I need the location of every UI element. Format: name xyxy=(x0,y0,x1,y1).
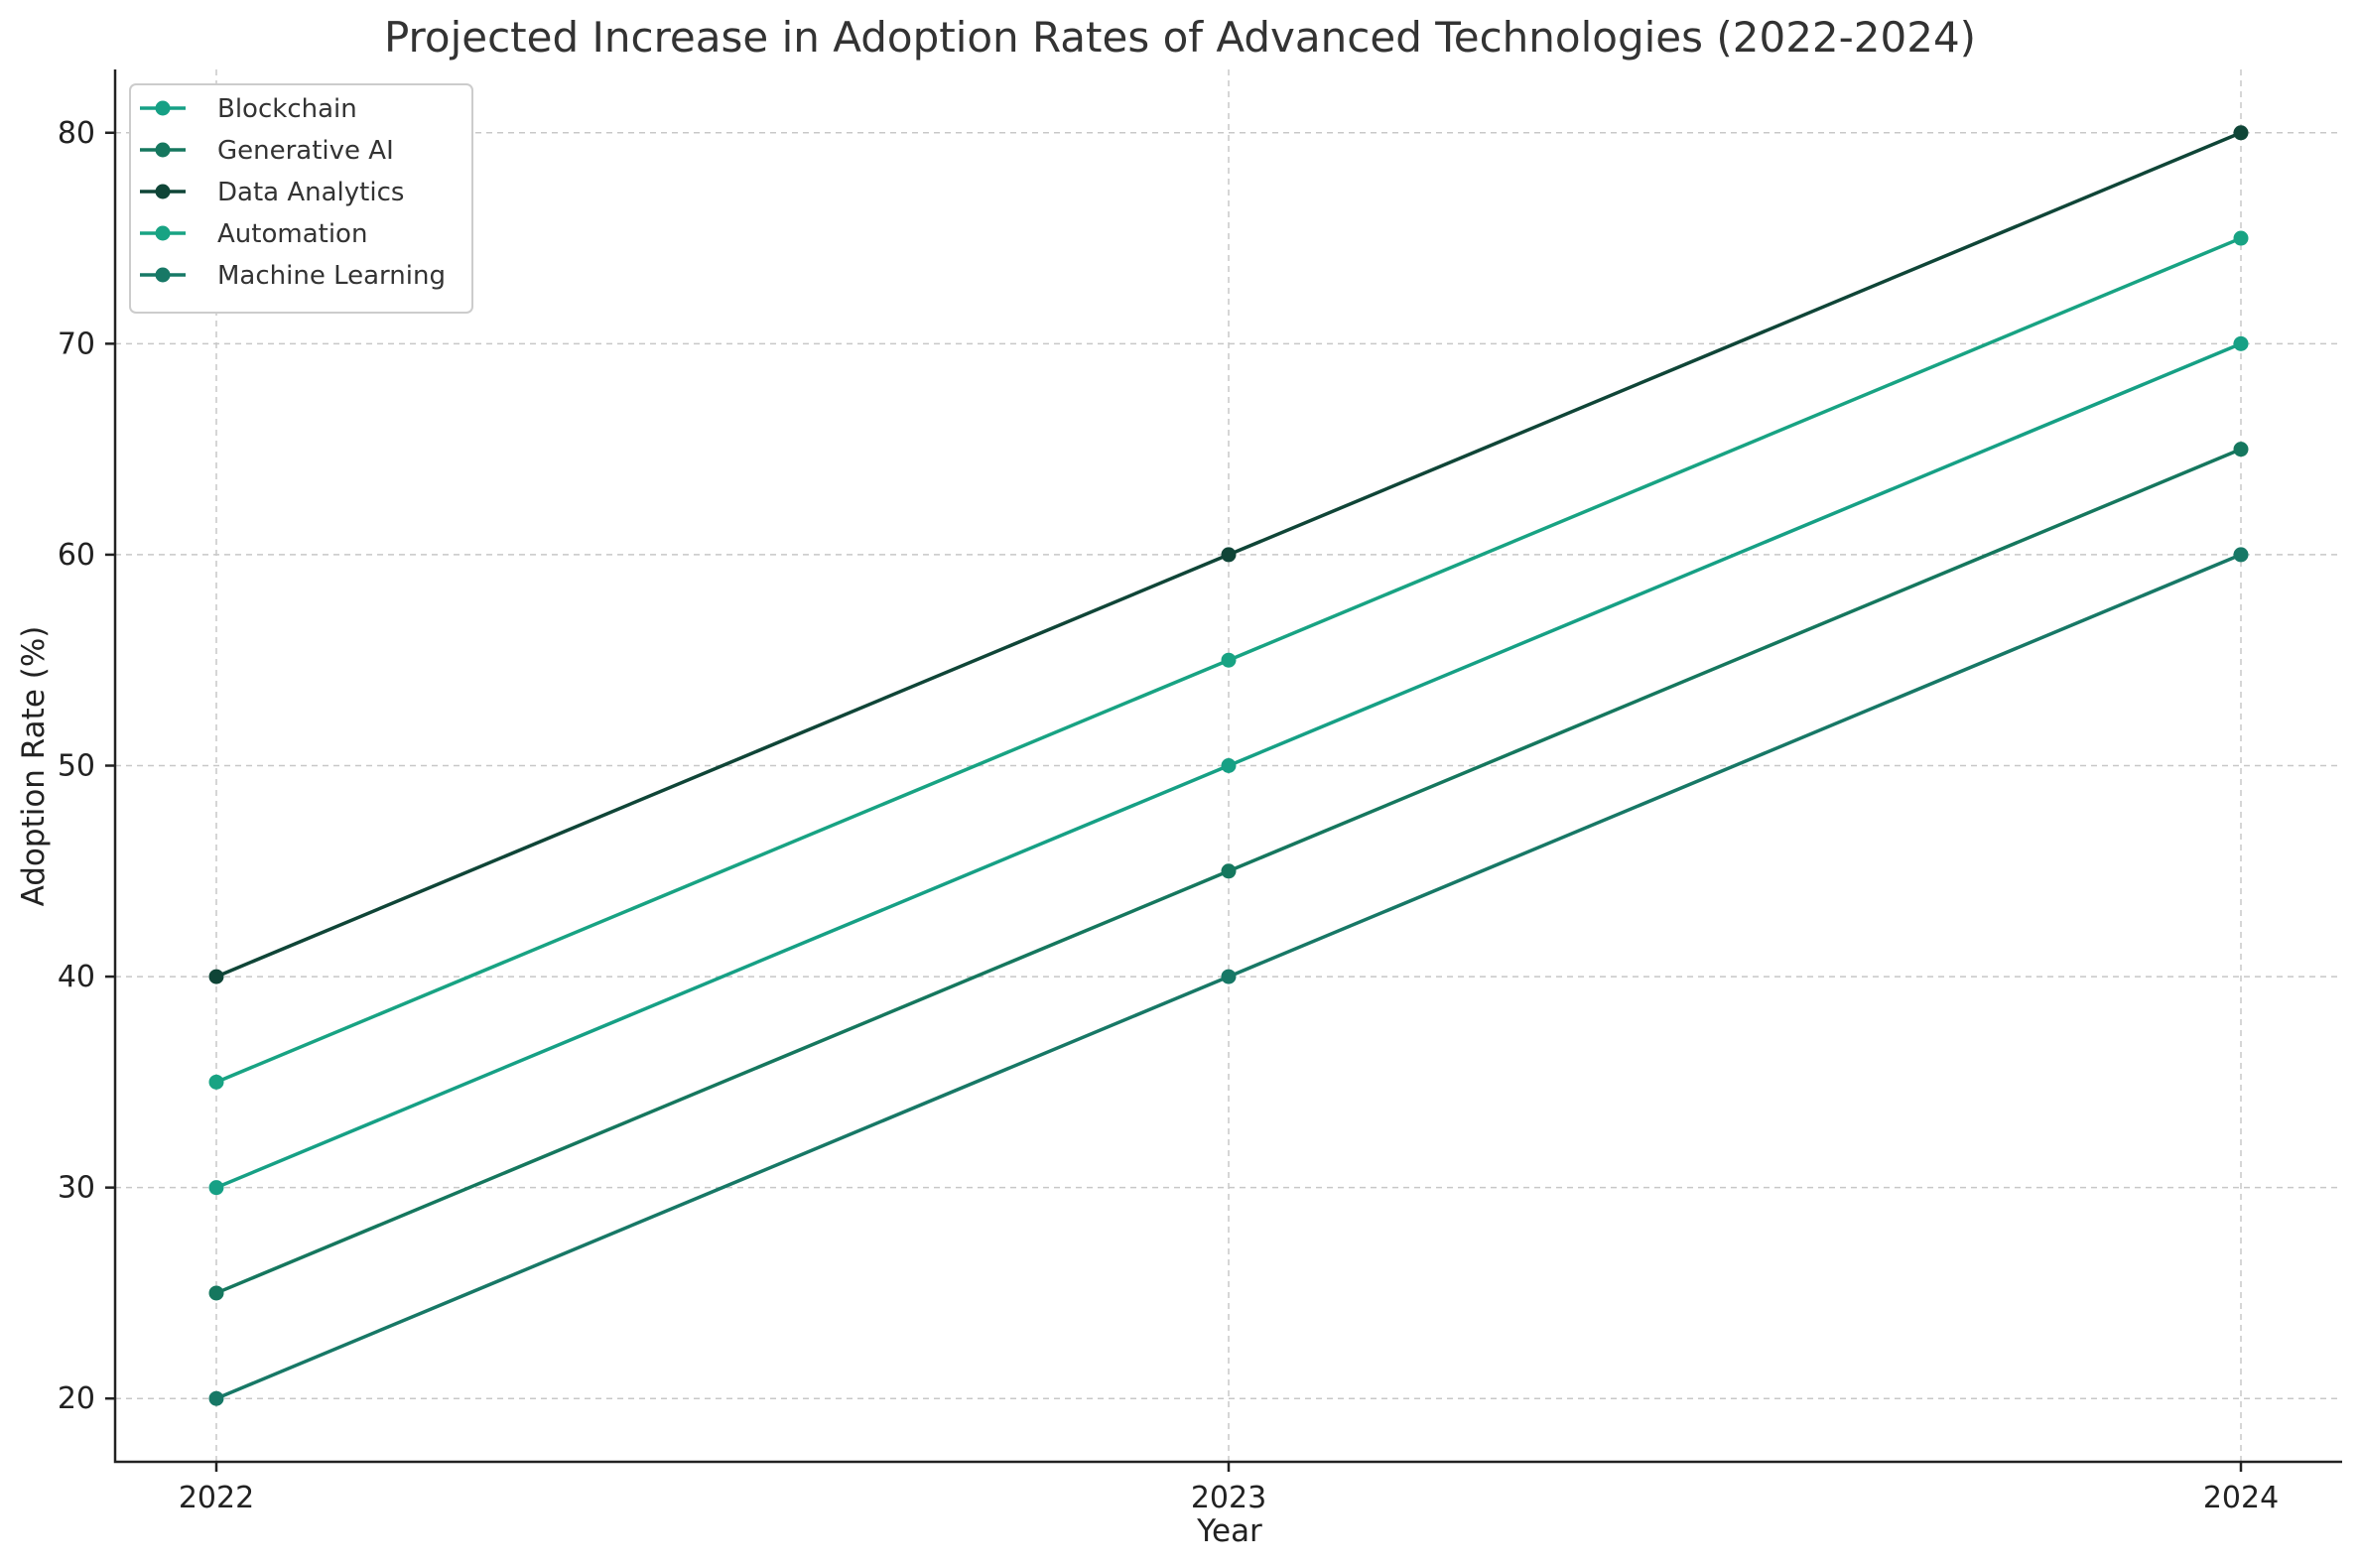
series-generative-ai xyxy=(208,442,2249,1301)
data-point xyxy=(208,969,224,984)
x-tick-label: 2022 xyxy=(179,1481,254,1515)
chart-title: Projected Increase in Adoption Rates of … xyxy=(384,13,1976,62)
data-point xyxy=(208,1074,224,1090)
legend-item: Data Analytics xyxy=(140,178,404,207)
data-point xyxy=(2233,230,2249,246)
series-blockchain xyxy=(208,335,2249,1196)
y-tick-label: 70 xyxy=(58,327,95,361)
legend-item: Blockchain xyxy=(140,94,357,124)
data-point xyxy=(2233,547,2249,563)
legend-swatch-marker xyxy=(155,142,171,158)
x-axis-label: Year xyxy=(1196,1513,1262,1549)
series-machine-learning xyxy=(208,547,2249,1406)
data-point xyxy=(208,1390,224,1406)
y-tick-label: 80 xyxy=(58,116,95,151)
data-point xyxy=(1221,652,1237,668)
legend: Blockchain Generative AI Data Analytics Aut… xyxy=(129,83,473,314)
legend-item: Generative AI xyxy=(140,136,394,166)
y-tick-label: 50 xyxy=(58,749,95,784)
legend-frame xyxy=(129,83,473,314)
legend-swatch-marker xyxy=(155,267,171,283)
legend-label: Machine Learning xyxy=(217,261,446,291)
data-point xyxy=(1221,758,1237,773)
x-tick-label: 2024 xyxy=(2203,1481,2279,1515)
legend-swatch-marker xyxy=(155,225,171,241)
axis-spines xyxy=(113,69,2342,1464)
data-point xyxy=(2233,442,2249,457)
legend-label: Automation xyxy=(217,219,367,249)
data-point xyxy=(1221,863,1237,879)
data-point xyxy=(2233,125,2249,141)
data-point xyxy=(1221,547,1237,563)
y-tick-label: 60 xyxy=(58,538,95,573)
legend-label: Generative AI xyxy=(217,136,394,166)
legend-swatch-marker xyxy=(155,184,171,199)
x-tick-label: 2023 xyxy=(1191,1481,1266,1515)
series-data-analytics xyxy=(208,125,2249,984)
series-group xyxy=(208,125,2249,1406)
y-tick-label: 20 xyxy=(58,1381,95,1416)
data-point xyxy=(208,1180,224,1196)
y-axis-label: Adoption Rate (%) xyxy=(16,626,52,907)
data-point xyxy=(208,1285,224,1301)
legend-label: Blockchain xyxy=(217,94,357,124)
y-tick-label: 40 xyxy=(58,960,95,994)
y-tick-label: 30 xyxy=(58,1171,95,1206)
legend-item: Automation xyxy=(140,219,367,249)
data-point xyxy=(1221,969,1237,984)
axes: 20 30 40 50 60 70 80 2022 2023 2024 xyxy=(58,69,2342,1515)
data-point xyxy=(2233,335,2249,351)
legend-swatch-marker xyxy=(155,100,171,116)
legend-item: Machine Learning xyxy=(140,261,446,291)
series-automation xyxy=(208,230,2249,1090)
legend-label: Data Analytics xyxy=(217,178,404,207)
